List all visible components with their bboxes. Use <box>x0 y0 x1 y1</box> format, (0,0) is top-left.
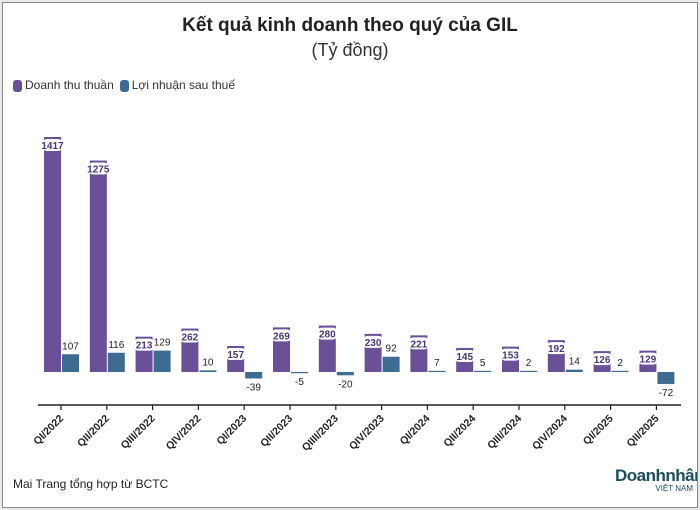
data-label: 230 <box>365 338 382 349</box>
data-label-bg <box>591 353 613 366</box>
data-label-bg <box>454 349 476 362</box>
data-label: -72 <box>659 388 674 399</box>
data-label: 14 <box>569 357 581 368</box>
chart-title: Kết quả kinh doanh theo quý của GIL <box>182 15 518 36</box>
revenue-bar <box>89 160 107 372</box>
data-label-bg <box>271 329 292 342</box>
data-label-bg <box>42 139 63 151</box>
bar-chart: QI/20221417107QII/20221275116QIII/202221… <box>31 137 681 454</box>
data-label-bg <box>87 162 109 175</box>
data-label-bg <box>225 347 247 360</box>
data-label-bg <box>133 338 155 351</box>
x-tick-label: QII/2023 <box>258 413 295 450</box>
data-label: 153 <box>502 351 519 362</box>
revenue-bar <box>44 137 61 372</box>
profit-bar <box>291 372 308 374</box>
profit-bar <box>428 370 446 372</box>
data-label: 2 <box>526 358 532 369</box>
data-label: 5 <box>480 358 486 369</box>
data-label: 129 <box>640 355 657 366</box>
data-label: 2 <box>617 358 623 369</box>
legend: Doanh thu thuần Lợi nhuận sau thuế <box>13 78 235 92</box>
x-tick-label: QIV/2022 <box>164 413 204 453</box>
chart-subtitle: (Tỷ đồng) <box>311 40 389 60</box>
profit-bar <box>199 370 217 372</box>
x-tick-label: QIII/2024 <box>485 413 524 452</box>
data-label-bg <box>500 348 521 361</box>
x-tick-label: QI/2025 <box>581 413 616 448</box>
data-label: 10 <box>202 357 214 368</box>
logo-text: Doanhnhân <box>615 466 698 485</box>
data-label: 262 <box>182 333 199 344</box>
profit-bar <box>657 372 675 384</box>
profit-bar <box>153 350 171 372</box>
data-label: 157 <box>227 350 244 361</box>
legend-label: Doanh thu thuần <box>25 78 114 92</box>
data-label-bg <box>637 352 659 365</box>
profit-bar <box>245 372 263 379</box>
source-note: Mai Trang tổng hợp từ BCTC <box>13 477 169 491</box>
data-label: 280 <box>319 330 336 341</box>
data-label: -5 <box>295 377 304 388</box>
data-label: 1417 <box>41 141 64 152</box>
data-label: 7 <box>434 358 440 369</box>
data-label: 129 <box>154 338 171 349</box>
data-label-bg <box>545 342 567 355</box>
x-tick-label: QIIII/2023 <box>300 413 341 454</box>
profit-bar <box>474 370 492 372</box>
data-label: 221 <box>411 339 428 350</box>
profit-bar <box>520 370 537 372</box>
x-tick-label: QI/2023 <box>214 413 249 448</box>
data-label-bg <box>408 337 430 350</box>
data-label: -39 <box>246 382 261 393</box>
x-tick-label: QII/2025 <box>625 413 662 450</box>
data-label: 1275 <box>87 165 110 176</box>
legend-label: Lợi nhuận sau thuế <box>131 78 236 92</box>
legend-item-revenue: Doanh thu thuần <box>13 78 114 92</box>
profit-bar <box>565 369 583 372</box>
x-tick-label: QII/2022 <box>75 413 112 450</box>
data-label: -20 <box>338 379 353 390</box>
data-label-bg <box>179 330 201 343</box>
legend-swatch <box>119 79 129 92</box>
x-tick-label: QIV/2024 <box>530 413 570 453</box>
profit-bar <box>382 356 400 372</box>
data-label: 116 <box>108 340 124 351</box>
data-label-bg <box>362 335 384 348</box>
data-label: 192 <box>548 344 565 355</box>
x-tick-label: QI/2024 <box>398 413 433 448</box>
x-tick-label: QIV/2023 <box>347 413 387 453</box>
data-label: 107 <box>62 341 79 352</box>
data-label: 145 <box>456 352 473 363</box>
profit-bar <box>107 352 125 372</box>
data-label: 126 <box>594 355 611 366</box>
profit-bar <box>611 370 629 372</box>
legend-item-profit: Lợi nhuận sau thuế <box>119 78 236 92</box>
publisher-logo: Doanhnhân VIỆT NAM <box>615 466 698 494</box>
legend-swatch <box>13 79 22 92</box>
x-tick-label: QIII/2022 <box>119 413 158 452</box>
data-label: 269 <box>273 331 290 342</box>
data-label-bg <box>316 327 338 340</box>
x-tick-label: QII/2024 <box>441 413 478 450</box>
profit-bar <box>336 372 354 376</box>
logo-subtext: VIỆT NAM <box>655 484 693 493</box>
profit-bar <box>62 354 79 372</box>
data-label: 92 <box>386 344 398 355</box>
x-tick-label: QI/2022 <box>31 413 66 448</box>
data-label: 213 <box>136 341 153 352</box>
